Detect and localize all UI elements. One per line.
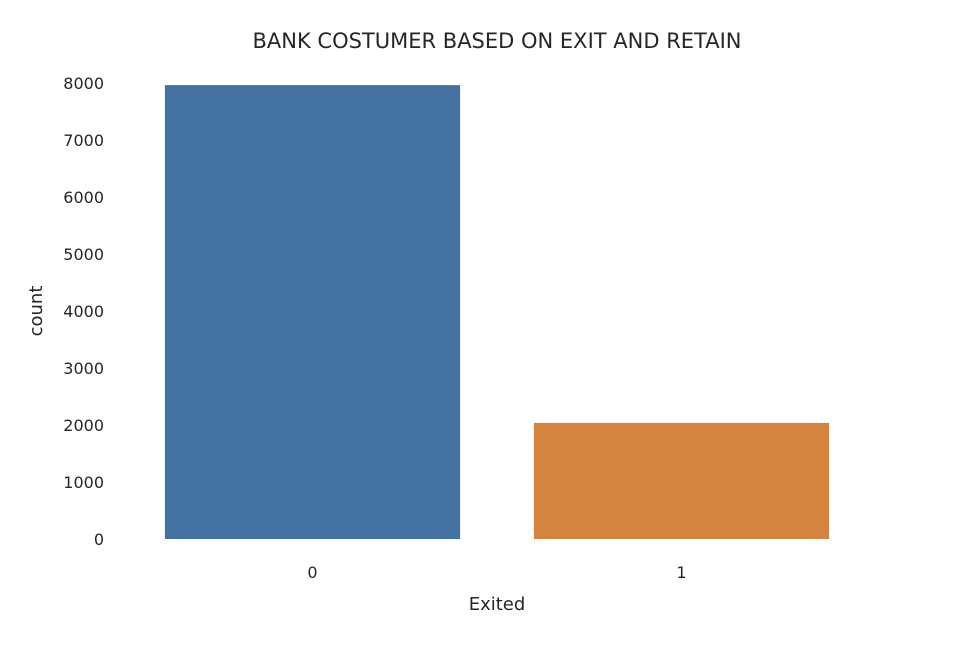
y-tick-label: 2000 [63, 416, 104, 435]
y-tick-label: 3000 [63, 359, 104, 378]
bar-1 [533, 422, 830, 539]
bars [164, 85, 830, 539]
y-tick-label: 6000 [63, 188, 104, 207]
y-tick-label: 7000 [63, 131, 104, 150]
chart-title: BANK COSTUMER BASED ON EXIT AND RETAIN [252, 29, 741, 53]
x-tick-label: 0 [307, 563, 317, 582]
y-tick-label: 1000 [63, 473, 104, 492]
y-axis-ticks: 0 1000 2000 3000 4000 5000 6000 7000 8000 [63, 74, 104, 549]
x-tick-label: 1 [676, 563, 686, 582]
y-tick-label: 8000 [63, 74, 104, 93]
y-tick-label: 0 [94, 530, 104, 549]
y-tick-label: 5000 [63, 245, 104, 264]
y-axis-label: count [26, 286, 47, 337]
x-axis-label: Exited [469, 594, 526, 615]
y-tick-label: 4000 [63, 302, 104, 321]
bar-0 [164, 85, 461, 539]
